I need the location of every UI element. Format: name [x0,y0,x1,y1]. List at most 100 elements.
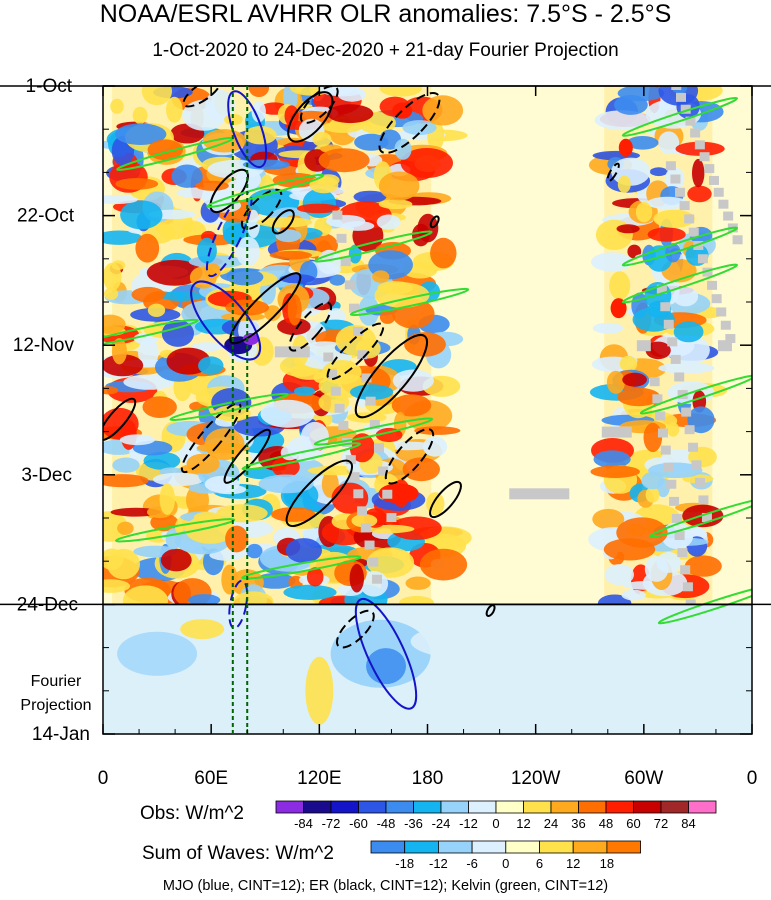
obs-colorbar-level: -72 [322,816,341,831]
anomaly-patch [635,202,653,223]
anomaly-patch [622,372,647,387]
obs-colorbar-swatch [605,800,634,814]
anomaly-patch [143,451,181,470]
mjo-contour [205,191,253,278]
anomaly-patch [394,138,412,160]
anomaly-patch [351,514,378,528]
missing-data [353,489,364,499]
waves-colorbar-label: Sum of Waves: W/m^2 [142,843,334,864]
anomaly-patch [646,196,689,210]
missing-data [675,92,686,102]
waves-colorbar-level: 6 [536,856,543,871]
missing-data [601,426,632,438]
anomaly-patch [103,354,144,377]
anomaly-field [103,86,743,604]
missing-data [691,460,702,470]
obs-colorbar-level: 24 [544,816,558,831]
anomaly-patch [225,525,249,553]
er-contour [288,301,333,352]
missing-data [684,425,695,435]
missing-data [669,496,680,506]
obs-colorbar-swatch [495,800,524,814]
anomaly-patch [313,372,328,383]
anomaly-patch [414,426,461,435]
anomaly-patch [294,386,315,397]
anomaly-patch [122,585,169,604]
anomaly-patch [376,214,401,230]
anomaly-patch [327,104,374,124]
anomaly-patch [260,399,315,428]
obs-colorbar-swatch [660,800,689,814]
obs-colorbar-swatch [468,800,497,814]
missing-data [699,152,710,162]
x-tick-label: 120E [297,768,341,789]
obs-colorbar-swatch [385,800,414,814]
obs-colorbar-level: 36 [571,816,585,831]
anomaly-patch [645,486,660,503]
missing-data [694,140,705,150]
y-tick-label: 12-Nov [13,335,75,356]
missing-data [680,104,691,114]
obs-colorbar-swatch [523,800,552,814]
waves-colorbar-swatch [404,840,439,854]
er-contour [326,322,385,381]
anomaly-patch [619,355,638,372]
anomaly-patch [658,131,680,155]
obs-colorbar-level: 60 [626,816,640,831]
missing-data [666,479,677,489]
anomaly-patch [647,227,686,242]
kelvin-contour [648,498,752,538]
anomaly-patch [205,89,235,122]
anomaly-patch [312,131,332,147]
waves-colorbar-swatch [370,840,406,854]
anomaly-patch [152,472,205,487]
obs-colorbar-level: 48 [599,816,613,831]
anomaly-patch [103,314,126,334]
anomaly-patch [112,457,140,473]
obs-colorbar-swatch [578,800,607,814]
kelvin-contour [241,555,362,580]
missing-data [682,582,693,592]
anomaly-patch [196,237,217,264]
axis-ticks: 0 60E 120E 180 120W 60W 0 1-Oct 22-Oct 12-Nov 3-De… [13,76,758,789]
colorbars: -84 -72 -60 -48 -36 -24 -12 0 12 24 36 48 60 72 84-18-… [275,800,717,871]
anomaly-patch [402,457,440,482]
anomaly-patch [349,384,394,400]
obs-colorbar-level: -12 [459,816,478,831]
missing-data [361,373,372,383]
anomaly-patch [285,538,322,563]
missing-data [709,175,720,185]
anomaly-patch [306,567,324,587]
missing-data [701,513,712,522]
missing-data [725,334,736,344]
er-contour [606,162,620,183]
kelvin-contour [169,392,289,421]
waves-colorbar-level: -6 [466,856,478,871]
missing-data [649,377,660,387]
anomaly-patch [103,230,142,245]
anomaly-patch [277,317,311,335]
missing-data [663,319,674,329]
er-contour [354,333,429,419]
anomaly-patch [271,456,300,478]
missing-data [368,557,379,567]
chart-footer: MJO (blue, CINT=12); ER (black, CINT=12)… [162,878,609,894]
kelvin-contour [313,417,434,446]
obs-colorbar-level: 84 [681,816,695,831]
missing-data [330,386,341,396]
anomaly-patch [248,86,270,98]
y-tick-label: 1-Oct [26,76,73,97]
er-contour [384,428,435,485]
anomaly-patch [611,157,651,186]
chart-subtitle: 1-Oct-2020 to 24-Dec-2020 + 21-day Fouri… [152,40,619,61]
missing-data [323,352,334,362]
kelvin-contour [621,96,738,137]
missing-data [334,403,345,413]
waves-colorbar-swatch [539,840,574,854]
waves-colorbar-swatch [572,840,608,854]
anomaly-patch [609,271,631,300]
wave-contours [103,86,752,710]
anomaly-patch [326,214,366,228]
obs-colorbar-swatch [440,800,469,814]
